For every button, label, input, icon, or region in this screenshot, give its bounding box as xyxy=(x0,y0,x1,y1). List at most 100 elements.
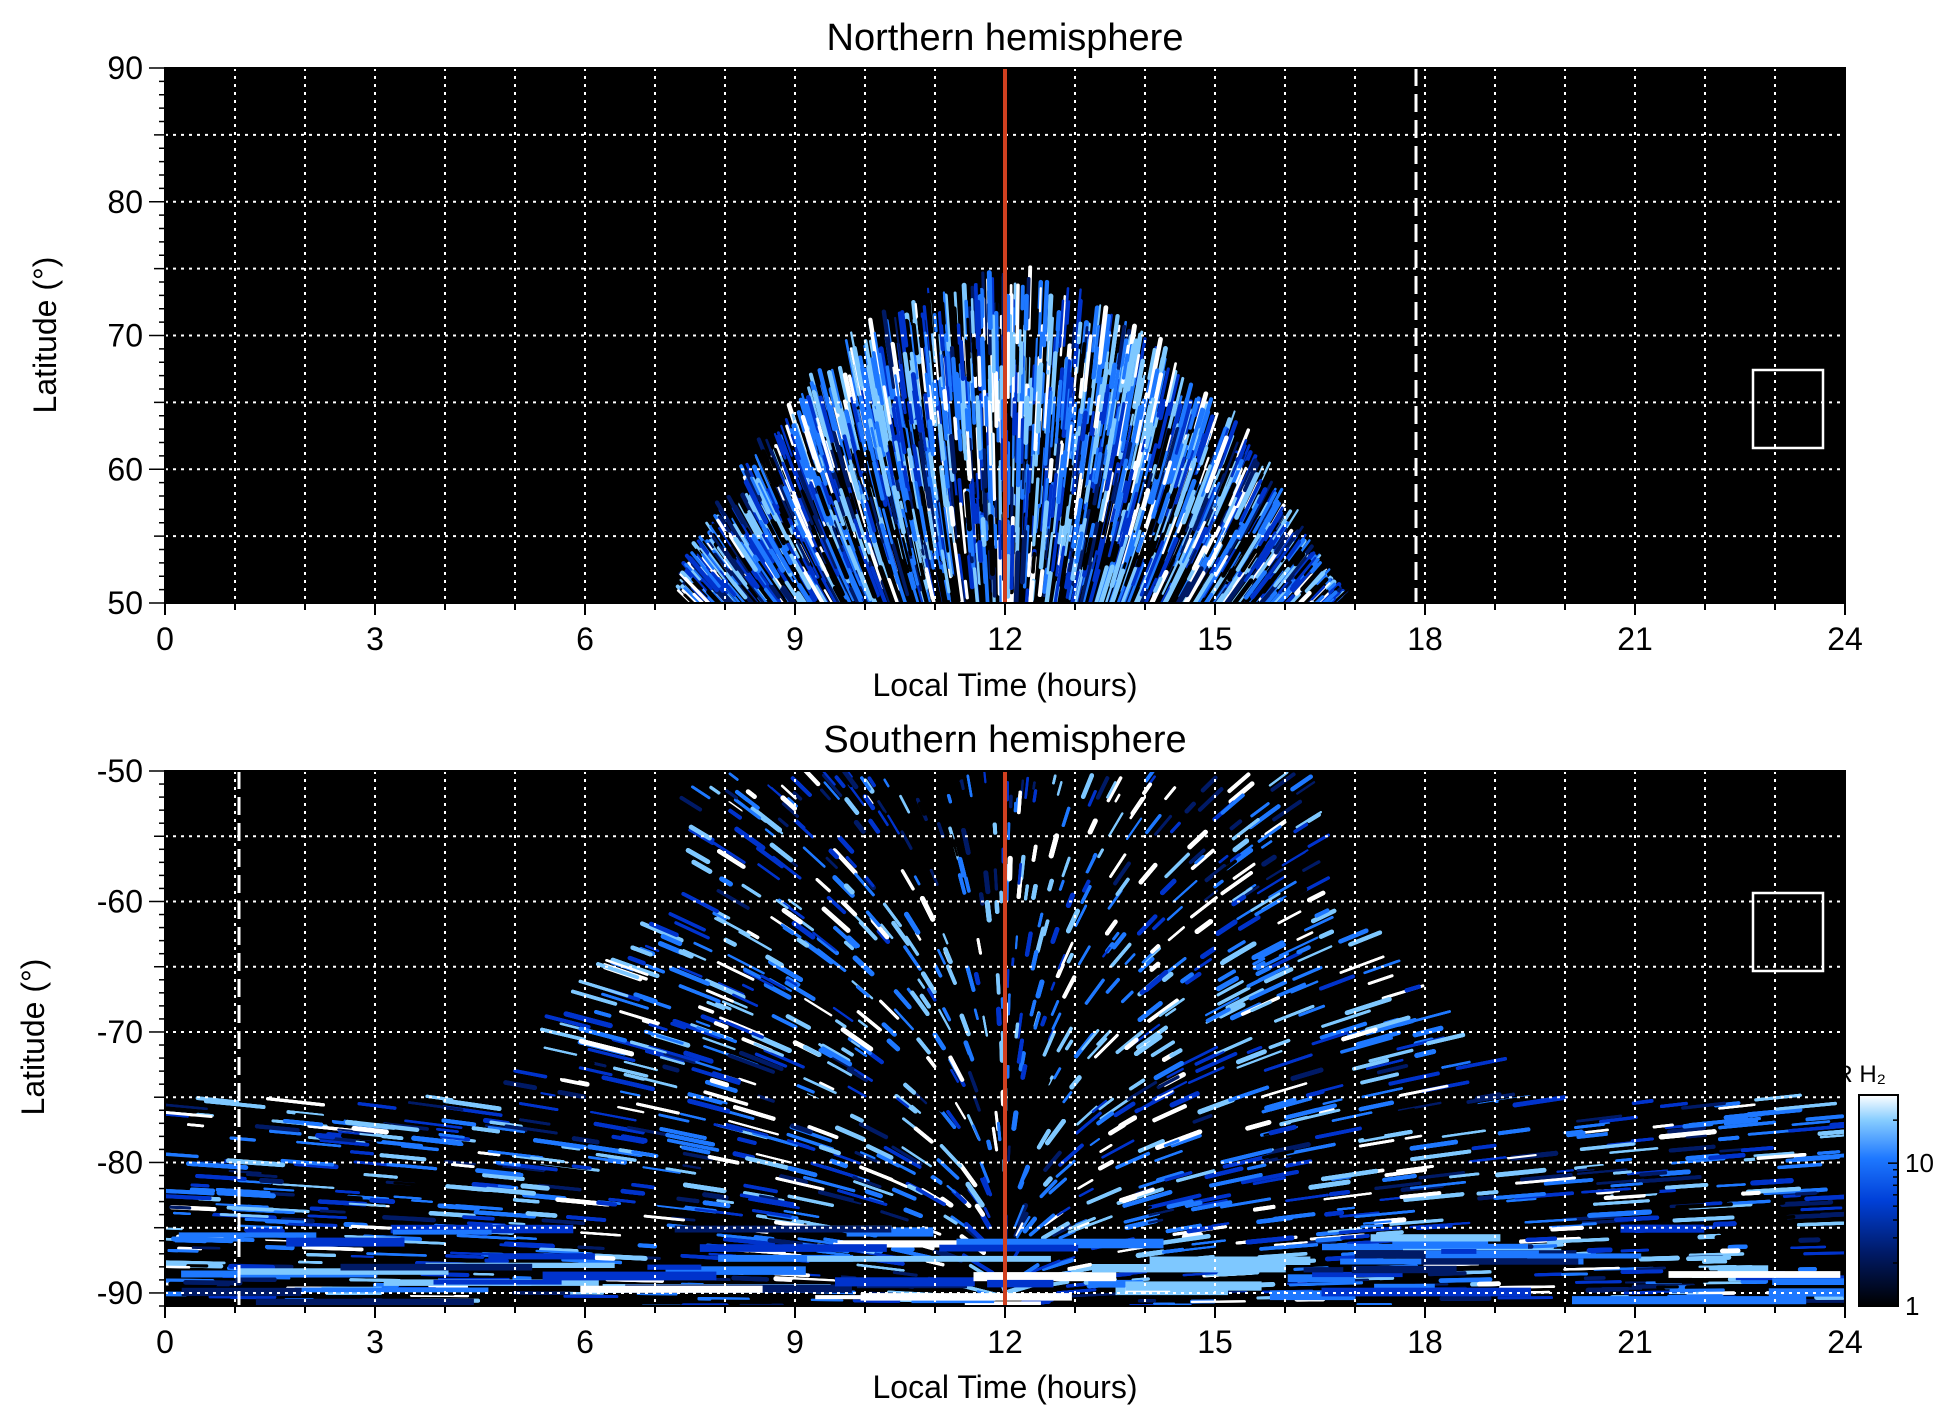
emission-streak xyxy=(750,534,780,579)
emission-streak xyxy=(1059,295,1067,357)
emission-streak xyxy=(1086,521,1100,566)
emission-streak xyxy=(1199,481,1221,529)
emission-streak xyxy=(1140,487,1151,511)
emission-streak xyxy=(1026,336,1030,384)
emission-streak xyxy=(1132,358,1146,410)
emission-streak xyxy=(1161,560,1180,595)
y-tick-label: 80 xyxy=(107,184,143,220)
emission-streak xyxy=(748,497,765,525)
emission-streak xyxy=(1080,410,1088,442)
emission-streak xyxy=(1044,570,1053,603)
emission-streak xyxy=(1203,592,1214,603)
south-emission xyxy=(165,771,1845,1306)
emission-streak xyxy=(1285,539,1301,560)
emission-streak xyxy=(849,492,857,511)
emission-streak xyxy=(943,293,952,352)
emission-streak xyxy=(732,581,748,600)
emission-streak xyxy=(943,355,951,404)
emission-streak xyxy=(1208,565,1235,603)
emission-streak xyxy=(722,544,745,576)
emission-streak xyxy=(957,477,964,507)
emission-streak xyxy=(788,553,812,590)
emission-streak xyxy=(1243,570,1267,600)
x-tick-label: 3 xyxy=(366,621,384,657)
emission-streak xyxy=(1125,405,1143,470)
emission-streak xyxy=(709,531,738,571)
emission-streak xyxy=(1045,484,1054,527)
emission-streak xyxy=(1031,454,1035,484)
emission-streak xyxy=(1139,588,1149,603)
emission-streak xyxy=(1093,452,1103,485)
emission-streak xyxy=(1029,580,1035,603)
emission-streak xyxy=(815,584,828,603)
emission-streak xyxy=(1114,458,1129,510)
emission-streak xyxy=(1162,460,1173,485)
emission-streak xyxy=(886,577,900,603)
emission-streak xyxy=(827,369,841,414)
emission-streak xyxy=(796,468,819,520)
emission-streak xyxy=(874,421,886,458)
emission-streak xyxy=(1101,484,1112,523)
emission-streak xyxy=(1110,492,1124,537)
emission-streak xyxy=(894,440,901,463)
emission-streak xyxy=(1180,433,1190,459)
emission-streak xyxy=(796,410,807,434)
emission-streak xyxy=(1130,460,1138,481)
north-panel: Northern hemisphere 0 3 6 9 12 15 18 21 24506070… xyxy=(27,17,1863,703)
emission-streak xyxy=(1196,414,1215,463)
emission-streak xyxy=(1196,484,1218,532)
emission-streak xyxy=(1090,305,1100,353)
emission-streak xyxy=(1031,552,1037,574)
emission-streak xyxy=(1204,525,1221,555)
emission-streak xyxy=(1216,460,1237,505)
emission-streak xyxy=(954,371,962,421)
emission-streak xyxy=(826,567,837,586)
emission-streak xyxy=(717,527,732,547)
emission-streak xyxy=(1340,1036,1393,1054)
emission-streak xyxy=(906,527,913,549)
emission-streak xyxy=(1217,452,1238,497)
emission-streak xyxy=(1033,355,1038,401)
emission-streak xyxy=(924,372,930,398)
emission-streak xyxy=(1249,579,1273,603)
emission-streak xyxy=(1073,431,1078,454)
emission-streak xyxy=(918,533,925,556)
emission-streak xyxy=(800,566,825,603)
emission-streak xyxy=(700,578,713,591)
emission-streak xyxy=(758,560,788,603)
emission-streak xyxy=(1019,529,1028,585)
emission-streak xyxy=(890,341,901,384)
emission-streak xyxy=(802,940,834,965)
emission-streak xyxy=(1148,464,1157,486)
emission-streak xyxy=(821,570,841,603)
emission-streak xyxy=(733,536,758,572)
emission-streak xyxy=(702,540,727,573)
emission-streak xyxy=(1079,561,1093,603)
emission-streak xyxy=(756,572,767,586)
emission-streak xyxy=(1285,556,1308,583)
emission-streak xyxy=(866,364,877,407)
emission-streak xyxy=(1157,492,1171,525)
emission-streak xyxy=(1060,356,1069,421)
emission-streak xyxy=(772,502,783,522)
emission-streak xyxy=(897,370,907,415)
emission-streak xyxy=(1167,373,1180,416)
emission-streak xyxy=(990,432,997,501)
emission-streak xyxy=(1192,497,1209,532)
emission-streak xyxy=(940,301,946,325)
emission-streak xyxy=(1252,491,1277,534)
emission-streak xyxy=(823,589,834,603)
emission-streak xyxy=(845,496,857,524)
emission-streak xyxy=(1164,362,1177,407)
emission-streak xyxy=(1027,386,1034,426)
emission-streak xyxy=(821,481,832,505)
emission-streak xyxy=(881,393,893,447)
emission-streak xyxy=(977,293,984,329)
emission-streak xyxy=(1198,397,1214,437)
emission-streak xyxy=(975,472,980,500)
emission-streak xyxy=(1223,572,1250,603)
emission-streak xyxy=(1038,500,1050,570)
emission-streak xyxy=(1113,515,1122,541)
emission-streak xyxy=(847,545,872,602)
emission-streak xyxy=(1156,367,1170,418)
